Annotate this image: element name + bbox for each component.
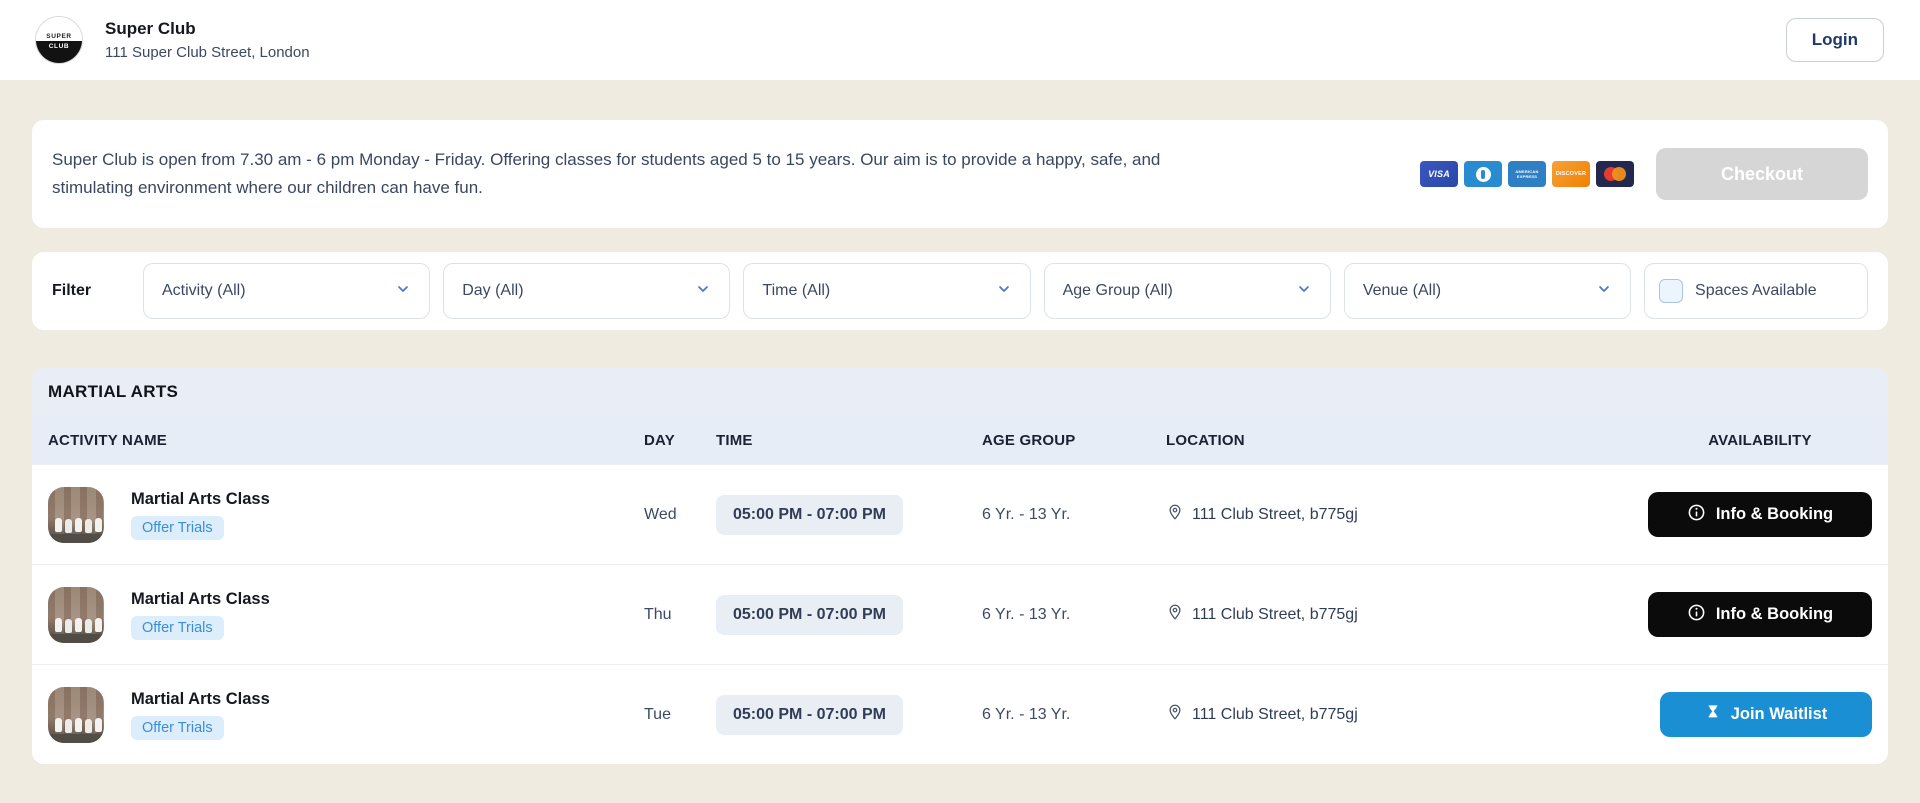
club-logo-text-top: SUPER	[36, 17, 82, 41]
time-filter-dropdown[interactable]: Time (All)	[743, 263, 1031, 319]
col-day: DAY	[644, 431, 675, 449]
table-row: Martial Arts Class Offer Trials Thu 05:0…	[32, 564, 1888, 664]
section-title: MARTIAL ARTS	[32, 368, 1888, 416]
time-value: 05:00 PM - 07:00 PM	[716, 594, 903, 635]
col-age-group: AGE GROUP	[982, 431, 1076, 449]
checkout-button[interactable]: Checkout	[1656, 148, 1868, 200]
venue-filter-dropdown[interactable]: Venue (All)	[1343, 263, 1632, 319]
spaces-available-toggle[interactable]: Spaces Available	[1644, 263, 1869, 319]
table-row: Martial Arts Class Offer Trials Wed 05:0…	[32, 464, 1888, 564]
age-group-value: 6 Yr. - 13 Yr.	[982, 705, 1071, 723]
day-value: Tue	[644, 705, 671, 723]
offer-trials-badge[interactable]: Offer Trials	[131, 715, 224, 740]
payment-methods: VISA AMERICAN EXPRESS DISCOVER	[1420, 161, 1634, 187]
info-booking-button[interactable]: Info & Booking	[1648, 592, 1872, 637]
chevron-down-icon	[395, 281, 411, 302]
chevron-down-icon	[695, 281, 711, 302]
activity-thumbnail	[48, 586, 104, 643]
table-header-row: ACTIVITY NAME DAY TIME AGE GROUP LOCATIO…	[32, 416, 1888, 464]
age-group-filter-dropdown[interactable]: Age Group (All)	[1043, 263, 1331, 319]
info-icon	[1687, 603, 1706, 627]
brand-block: SUPER CLUB Super Club 111 Super Club Str…	[35, 16, 310, 64]
info-icon	[1687, 503, 1706, 527]
club-address: 111 Super Club Street, London	[105, 44, 310, 61]
activity-name: Martial Arts Class	[131, 689, 270, 708]
diners-club-icon	[1464, 161, 1502, 187]
amex-icon: AMERICAN EXPRESS	[1508, 161, 1546, 187]
visa-icon: VISA	[1420, 161, 1458, 187]
top-header: SUPER CLUB Super Club 111 Super Club Str…	[0, 0, 1920, 80]
location-value: 111 Club Street, b775gj	[1192, 705, 1358, 723]
chevron-down-icon	[1296, 281, 1312, 302]
chevron-down-icon	[996, 281, 1012, 302]
activity-name: Martial Arts Class	[131, 489, 270, 508]
login-button[interactable]: Login	[1785, 18, 1884, 62]
club-logo: SUPER CLUB	[35, 16, 83, 64]
join-waitlist-button[interactable]: Join Waitlist	[1660, 692, 1872, 737]
location-pin-icon	[1166, 503, 1184, 526]
club-name: Super Club	[105, 19, 196, 38]
hourglass-icon	[1705, 704, 1721, 725]
mastercard-icon	[1596, 161, 1634, 187]
info-booking-button[interactable]: Info & Booking	[1648, 492, 1872, 537]
time-value: 05:00 PM - 07:00 PM	[716, 694, 903, 735]
activity-filter-dropdown[interactable]: Activity (All)	[143, 263, 431, 319]
activity-name: Martial Arts Class	[131, 589, 270, 608]
col-time: TIME	[716, 431, 753, 449]
location-pin-icon	[1166, 703, 1184, 726]
day-value: Wed	[644, 505, 677, 523]
col-availability: AVAILABILITY	[1708, 431, 1812, 449]
activity-thumbnail	[48, 686, 104, 743]
col-location: LOCATION	[1166, 431, 1245, 449]
location-value: 111 Club Street, b775gj	[1192, 505, 1358, 523]
activities-table: MARTIAL ARTS ACTIVITY NAME DAY TIME AGE …	[32, 368, 1888, 764]
location-pin-icon	[1166, 603, 1184, 626]
club-logo-text-bottom: CLUB	[36, 41, 82, 63]
col-activity-name: ACTIVITY NAME	[48, 431, 167, 449]
chevron-down-icon	[1596, 281, 1612, 302]
location-value: 111 Club Street, b775gj	[1192, 605, 1358, 623]
banner-description: Super Club is open from 7.30 am - 6 pm M…	[52, 149, 1161, 197]
offer-trials-badge[interactable]: Offer Trials	[131, 515, 224, 540]
time-value: 05:00 PM - 07:00 PM	[716, 494, 903, 535]
age-group-value: 6 Yr. - 13 Yr.	[982, 505, 1071, 523]
spaces-available-checkbox[interactable]	[1659, 279, 1684, 303]
day-value: Thu	[644, 605, 672, 623]
discover-icon: DISCOVER	[1552, 161, 1590, 187]
day-filter-dropdown[interactable]: Day (All)	[443, 263, 731, 319]
activity-thumbnail	[48, 486, 104, 543]
offer-trials-badge[interactable]: Offer Trials	[131, 615, 224, 640]
table-row: Martial Arts Class Offer Trials Tue 05:0…	[32, 664, 1888, 764]
filter-label: Filter	[52, 282, 92, 299]
filter-bar: Filter Activity (All) Day (All) Time (Al…	[32, 252, 1888, 330]
age-group-value: 6 Yr. - 13 Yr.	[982, 605, 1071, 623]
info-banner: Super Club is open from 7.30 am - 6 pm M…	[32, 120, 1888, 228]
